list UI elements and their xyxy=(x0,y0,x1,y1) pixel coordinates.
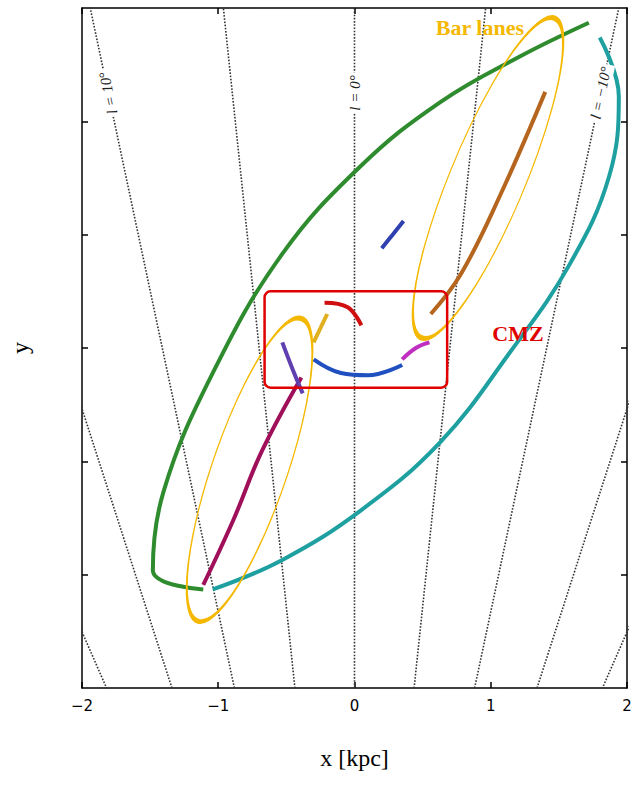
svg-text:Bar lanes: Bar lanes xyxy=(436,15,525,40)
svg-text:1: 1 xyxy=(486,697,496,715)
svg-text:l = 10°: l = 10° xyxy=(96,70,121,115)
svg-text:y: y xyxy=(7,342,33,354)
svg-text:x [kpc]: x [kpc] xyxy=(320,745,389,771)
svg-text:−2: −2 xyxy=(71,697,93,715)
svg-text:−1: −1 xyxy=(207,697,229,715)
svg-text:0: 0 xyxy=(350,697,360,715)
svg-text:l = −10°: l = −10° xyxy=(587,65,614,120)
svg-text:l = 0°: l = 0° xyxy=(347,75,363,110)
svg-text:CMZ: CMZ xyxy=(492,321,543,346)
svg-text:2: 2 xyxy=(622,697,632,715)
